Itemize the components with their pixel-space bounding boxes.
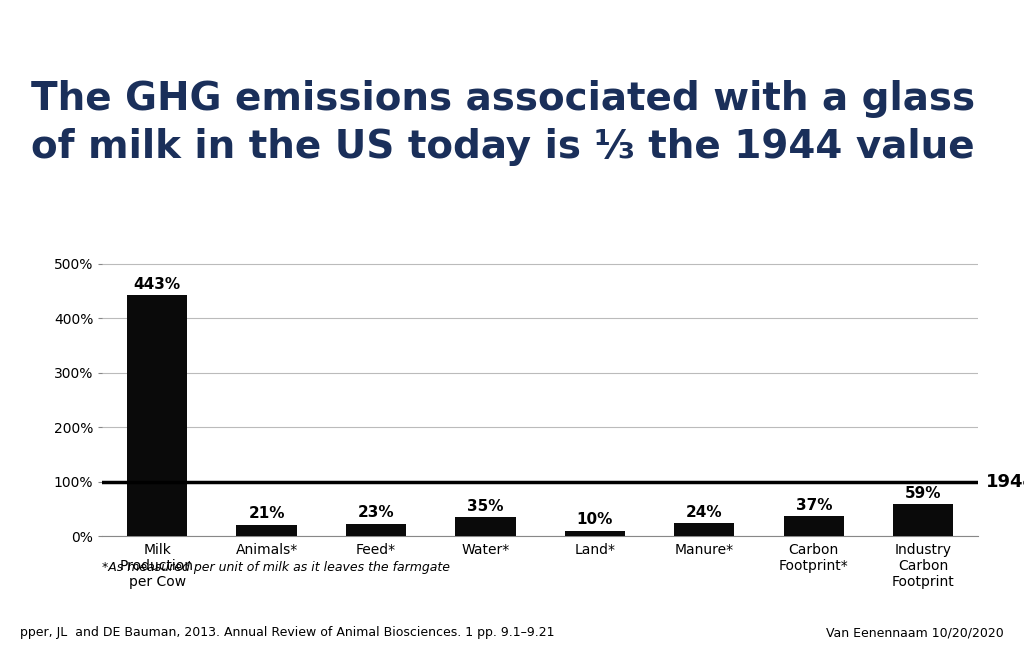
Text: 23%: 23% <box>357 505 394 520</box>
Bar <box>783 516 844 536</box>
Text: pper, JL  and DE Bauman, 2013. Annual Review of Animal Biosciences. 1 pp. 9.1–9.: pper, JL and DE Bauman, 2013. Annual Rev… <box>20 626 555 639</box>
Bar <box>127 295 187 536</box>
Text: *As measured per unit of milk as it leaves the farmgate: *As measured per unit of milk as it leav… <box>102 561 451 574</box>
Text: 21%: 21% <box>248 506 285 521</box>
Text: 35%: 35% <box>467 499 504 513</box>
Text: 443%: 443% <box>133 277 180 292</box>
Bar <box>456 517 515 536</box>
Bar <box>346 523 407 536</box>
Text: 24%: 24% <box>686 505 723 519</box>
Bar <box>674 523 734 536</box>
Bar <box>565 531 625 536</box>
Bar <box>893 504 953 536</box>
Text: 1944: 1944 <box>986 473 1024 491</box>
Text: Van Eenennaam 10/20/2020: Van Eenennaam 10/20/2020 <box>825 626 1004 639</box>
Text: The GHG emissions associated with a glass
of milk in the US today is ⅓ the 1944 : The GHG emissions associated with a glas… <box>31 80 975 166</box>
Bar <box>237 525 297 536</box>
Text: 59%: 59% <box>905 486 941 501</box>
Text: 10%: 10% <box>577 512 613 527</box>
Text: 37%: 37% <box>796 498 833 513</box>
